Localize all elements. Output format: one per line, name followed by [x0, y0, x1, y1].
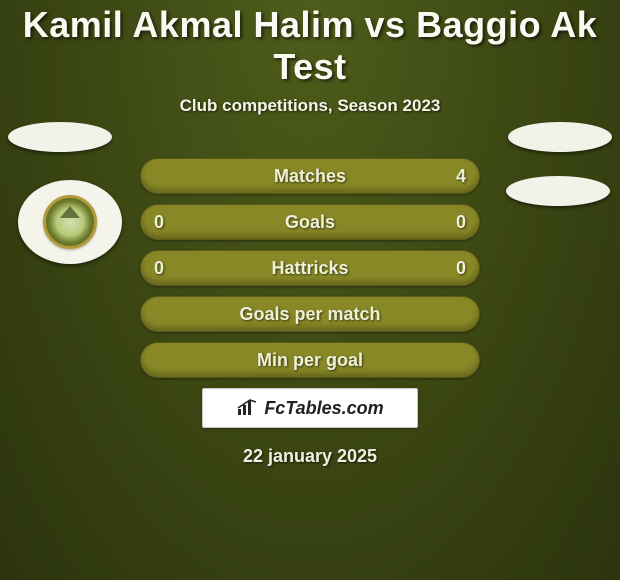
content: Kamil Akmal Halim vs Baggio Ak Test Club…	[0, 0, 620, 467]
stat-pill	[140, 250, 480, 286]
page-title: Kamil Akmal Halim vs Baggio Ak Test	[0, 4, 620, 88]
stat-pill	[140, 342, 480, 378]
stat-row-goals: 0 Goals 0	[140, 204, 480, 240]
stat-pill	[140, 296, 480, 332]
subtitle: Club competitions, Season 2023	[0, 96, 620, 116]
bar-chart-icon	[236, 399, 258, 417]
stat-row-goals-per-match: Goals per match	[140, 296, 480, 332]
brand-box: FcTables.com	[202, 388, 418, 428]
stat-row-hattricks: 0 Hattricks 0	[140, 250, 480, 286]
club-crest-icon	[43, 195, 97, 249]
stat-pill	[140, 204, 480, 240]
team-left-badge	[18, 180, 122, 264]
player-left-marker	[8, 122, 112, 152]
stat-row-matches: Matches 4	[140, 158, 480, 194]
stat-pill	[140, 158, 480, 194]
brand-label: FcTables.com	[264, 398, 383, 419]
stat-row-min-per-goal: Min per goal	[140, 342, 480, 378]
team-right-marker	[506, 176, 610, 206]
date-label: 22 january 2025	[0, 446, 620, 467]
player-right-marker	[508, 122, 612, 152]
